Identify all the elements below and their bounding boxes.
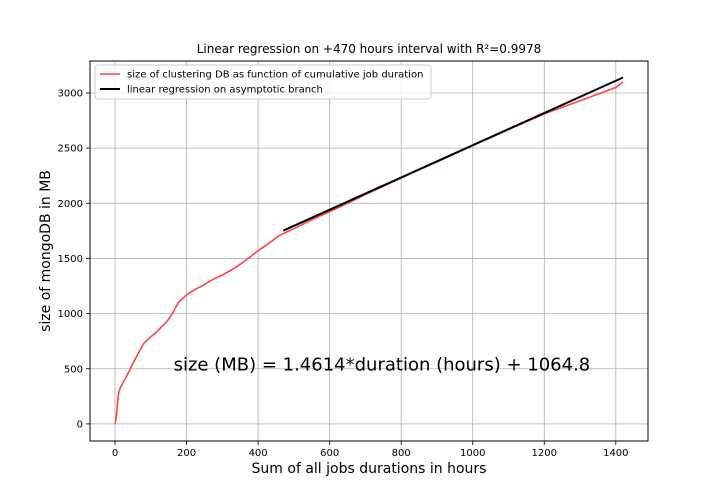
y-tick-label: 2000 bbox=[58, 199, 83, 210]
legend: size of clustering DB as function of cum… bbox=[94, 64, 432, 100]
x-tick-label: 800 bbox=[392, 448, 411, 459]
legend-box bbox=[94, 64, 432, 100]
regression-equation-annotation: size (MB) = 1.4614*duration (hours) + 10… bbox=[174, 354, 591, 375]
series-line-regression bbox=[282, 76, 624, 232]
x-tick-label: 600 bbox=[320, 448, 339, 459]
grid bbox=[90, 61, 648, 441]
y-tick-label: 3000 bbox=[58, 88, 83, 99]
x-tick-label: 1400 bbox=[603, 448, 628, 459]
y-tick-label: 2500 bbox=[58, 144, 83, 155]
x-tick-label: 200 bbox=[177, 448, 196, 459]
y-axis-title: size of mongoDB in MB bbox=[38, 170, 54, 332]
chart-title: Linear regression on +470 hours interval… bbox=[197, 42, 542, 56]
x-tick-label: 0 bbox=[112, 448, 118, 459]
y-tick-label: 500 bbox=[64, 364, 83, 375]
y-tick-label: 1500 bbox=[58, 254, 83, 265]
plot-frame bbox=[89, 60, 649, 442]
legend-label-clustering-db: size of clustering DB as function of cum… bbox=[127, 70, 423, 81]
ticks: 0 200 400 600 800 1000 1200 1400 0 500 1000 1500 200… bbox=[58, 88, 629, 459]
x-tick-label: 1200 bbox=[532, 448, 557, 459]
y-tick-label: 0 bbox=[77, 419, 83, 430]
x-tick-label: 1000 bbox=[460, 448, 485, 459]
legend-label-regression: linear regression on asymptotic branch bbox=[127, 85, 323, 96]
y-tick-label: 1000 bbox=[58, 309, 83, 320]
x-tick-label: 400 bbox=[249, 448, 268, 459]
series-layer bbox=[114, 76, 624, 425]
x-axis-title: Sum of all jobs durations in hours bbox=[252, 461, 487, 477]
